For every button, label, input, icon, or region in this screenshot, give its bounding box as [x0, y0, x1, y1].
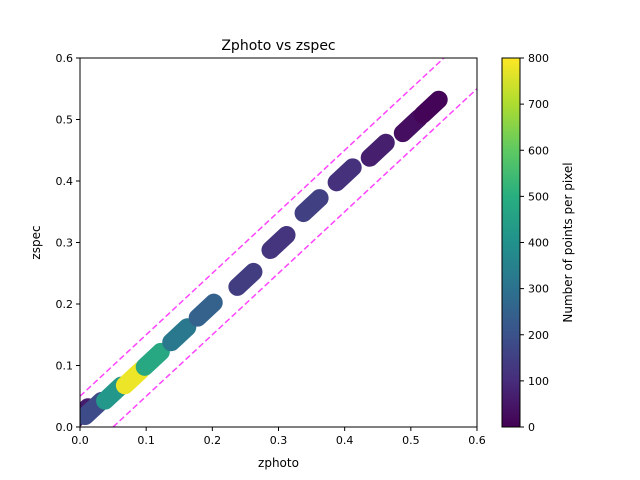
heatmap-cell-9: [294, 189, 329, 223]
guide-lines: [80, 58, 477, 427]
colorbar-tick-label-3: 300: [528, 283, 549, 296]
colorbar-tick-label-6: 600: [528, 144, 549, 157]
guide-line-0: [80, 58, 445, 397]
colorbar-ticks: 0 100 200 300 400 500 600 700 800: [520, 52, 549, 434]
guide-line-1: [112, 88, 477, 427]
x-tick-label-0: 0.0: [71, 434, 89, 447]
heatmap-cell-8: [261, 225, 296, 260]
x-tick-label-6: 0.6: [468, 434, 486, 447]
x-tick-label-2: 0.2: [204, 434, 222, 447]
colorbar-tick-label-4: 400: [528, 237, 549, 250]
colorbar: 0 100 200 300 400 500 600 700 800 Number of poin…: [501, 52, 575, 434]
colorbar-tick-label-0: 0: [528, 421, 535, 434]
colorbar-label: Number of points per pixel: [561, 162, 575, 322]
x-tick-label-1: 0.1: [137, 434, 155, 447]
heatmap-cell-5: [162, 318, 197, 352]
x-axis: 0.0 0.1 0.2 0.3 0.4 0.5 0.6: [71, 427, 486, 447]
colorbar-gradient: [501, 57, 521, 428]
colorbar-tick-label-8: 800: [528, 52, 549, 65]
heatmap-cell-7: [228, 262, 263, 296]
colorbar-tick-label-7: 700: [528, 98, 549, 111]
colorbar-tick-label-2: 200: [528, 329, 549, 342]
colorbar-tick-label-5: 500: [528, 190, 549, 203]
y-tick-label-6: 0.6: [56, 52, 74, 65]
y-axis: 0.0 0.1 0.2 0.3 0.4 0.5 0.6: [56, 52, 80, 434]
heatmap-cell-13: [413, 90, 448, 124]
plot-area: [79, 57, 478, 428]
y-axis-label: zspec: [29, 225, 43, 259]
chart-title: Zphoto vs zspec: [221, 38, 335, 54]
y-tick-label-5: 0.5: [56, 114, 74, 127]
heatmap-cell-10: [327, 158, 362, 192]
y-tick-label-4: 0.4: [56, 175, 74, 188]
y-tick-label-3: 0.3: [56, 237, 74, 250]
y-tick-label-1: 0.1: [56, 360, 74, 373]
heatmap: [80, 90, 448, 427]
x-tick-label-3: 0.3: [270, 434, 288, 447]
x-axis-label: zphoto: [258, 456, 299, 470]
heatmap-cell-6: [188, 293, 223, 327]
colorbar-tick-label-1: 100: [528, 375, 549, 388]
y-tick-label-0: 0.0: [56, 421, 74, 434]
y-tick-label-2: 0.2: [56, 298, 74, 311]
heatmap-cell-11: [360, 133, 395, 167]
x-tick-label-5: 0.5: [402, 434, 420, 447]
heatmap-cell-4: [135, 342, 170, 376]
x-tick-label-4: 0.4: [336, 434, 354, 447]
